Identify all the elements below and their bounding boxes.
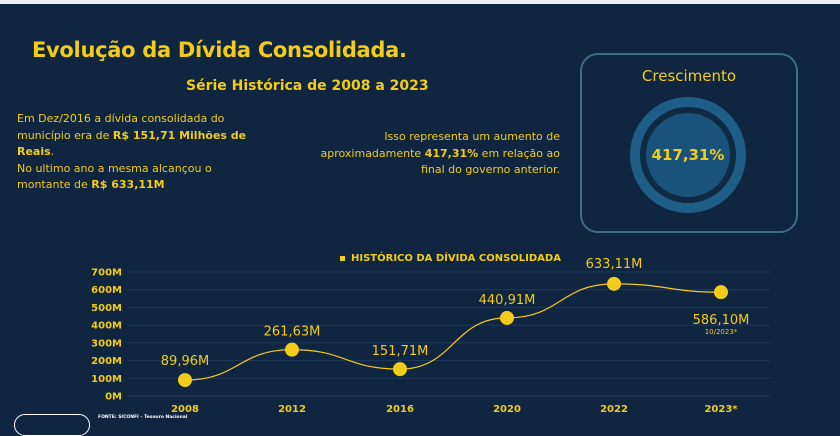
top-bar: [0, 0, 840, 4]
intro-paragraph: Em Dez/2016 a dívida consolidada do muni…: [17, 111, 267, 194]
growth-value: 417,31%: [651, 146, 725, 164]
x-tick-label: 2022: [600, 404, 628, 415]
y-tick-label: 0M: [105, 392, 122, 403]
data-point: [393, 362, 407, 377]
data-label: 151,71M: [372, 344, 429, 359]
y-tick-label: 500M: [91, 303, 122, 314]
page-subtitle: Série Histórica de 2008 a 2023: [186, 78, 429, 94]
y-tick-label: 100M: [91, 374, 122, 385]
data-point: [607, 276, 621, 291]
data-point: [285, 342, 299, 357]
increase-percent: 417,31%: [424, 146, 479, 160]
x-tick-label: 2012: [278, 404, 306, 415]
y-tick-label: 600M: [91, 285, 122, 296]
y-tick-label: 400M: [91, 321, 122, 332]
growth-ring: 417,31%: [630, 97, 746, 213]
y-tick-label: 200M: [91, 356, 122, 367]
increase-paragraph: Isso representa um aumento de aproximada…: [318, 129, 560, 179]
intro-text-1: Em Dez/2016 a dívida consolidada do muni…: [17, 112, 225, 142]
data-label: 633,11M: [586, 257, 643, 272]
legend-label: HISTÓRICO DA DÍVIDA CONSOLIDADA: [351, 253, 561, 264]
data-label: 261,63M: [264, 325, 321, 340]
growth-card-title: Crescimento: [641, 67, 737, 85]
growth-card: Crescimento 417,31%: [580, 53, 798, 233]
data-point: [714, 285, 728, 300]
intro-text-2: .: [50, 145, 55, 158]
x-tick-label: 2023*: [704, 404, 738, 415]
chart-legend: HISTÓRICO DA DÍVIDA CONSOLIDADA: [340, 253, 561, 264]
corner-badge: [14, 414, 90, 436]
y-tick-label: 700M: [91, 268, 122, 279]
x-tick-label: 2020: [493, 404, 521, 415]
debt-line-chart: 0M 100M 200M 300M 400M 500M 600M 700M 2008 89,96M…: [91, 257, 770, 415]
x-tick-label: 2016: [386, 404, 414, 415]
legend-swatch: [340, 256, 345, 261]
increase-text-2: em relação ao final do governo anterior.: [420, 146, 560, 177]
data-label: 440,91M: [479, 293, 536, 308]
data-point: [178, 373, 192, 388]
data-label: 586,10M: [693, 313, 750, 328]
page-title: Evolução da Dívida Consolidada.: [32, 38, 407, 62]
data-label: 89,96M: [161, 354, 209, 369]
data-label-note: 10/2023*: [705, 328, 738, 336]
intro-amount-2016: R$ 151,71 Milhões de Reais: [17, 128, 247, 159]
x-tick-label: 2008: [171, 404, 199, 415]
intro-amount-latest: R$ 633,11M: [91, 178, 165, 191]
intro-text-3: No ultimo ano a mesma alcançou o montant…: [17, 161, 212, 192]
source-note: FONTE: SICONFI – Tesouro Nacional: [98, 415, 188, 420]
y-tick-label: 300M: [91, 338, 122, 349]
increase-text-1: Isso representa um aumento de aproximada…: [320, 130, 560, 160]
data-point: [500, 310, 514, 325]
